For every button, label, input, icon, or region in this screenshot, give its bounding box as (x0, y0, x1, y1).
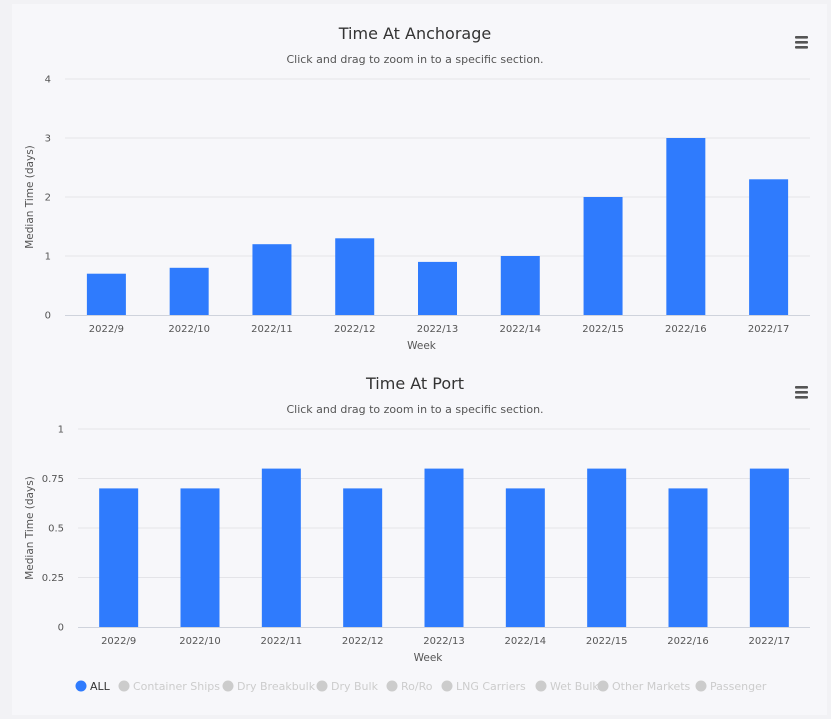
chart1-xtick-label: 2022/17 (748, 324, 790, 335)
chart2-ytick-label: 0.25 (42, 573, 64, 584)
legend-item-dry-bulk[interactable]: Dry Bulk (331, 680, 379, 693)
legend-marker-dry-breakbulk[interactable] (222, 680, 234, 692)
legend-item-other-markets[interactable]: Other Markets (612, 680, 691, 693)
menu-line (795, 396, 808, 399)
chart2-bar[interactable] (261, 468, 301, 627)
chart2-ytick-label: 0.75 (42, 474, 64, 485)
chart2-bar[interactable] (749, 468, 789, 627)
chart1-xtick-label: 2022/16 (665, 324, 707, 335)
chart2-xtick-label: 2022/14 (505, 636, 547, 647)
chart1-bar[interactable] (86, 273, 126, 315)
chart1-bar[interactable] (169, 267, 209, 315)
legend-marker-lng-carriers[interactable] (441, 680, 453, 692)
chart2-xtick-label: 2022/12 (342, 636, 384, 647)
chart1-title: Time At Anchorage (338, 24, 491, 43)
legend-item-dry-breakbulk[interactable]: Dry Breakbulk (237, 680, 316, 693)
chart2-xtick-label: 2022/9 (101, 636, 136, 647)
legend-item-container-ships[interactable]: Container Ships (133, 680, 220, 693)
chart1-xtick-label: 2022/12 (334, 324, 376, 335)
chart2-ytick-label: 0.5 (48, 524, 64, 535)
legend-marker-ro-ro[interactable] (386, 680, 398, 692)
chart1-ytick-label: 2 (45, 193, 51, 204)
chart1-bar[interactable] (252, 244, 292, 315)
legend-item-lng-carriers[interactable]: LNG Carriers (456, 680, 526, 693)
chart1-ytick-label: 0 (45, 311, 51, 322)
chart1-xtick-label: 2022/13 (417, 324, 459, 335)
chart2-bar[interactable] (424, 468, 464, 627)
chart1-xtick-label: 2022/11 (251, 324, 293, 335)
legend-marker-other-markets[interactable] (597, 680, 609, 692)
chart1-xtick-label: 2022/10 (168, 324, 210, 335)
chart1-bar[interactable] (666, 138, 706, 315)
chart1-xtick-label: 2022/15 (582, 324, 624, 335)
chart2-bar[interactable] (587, 468, 627, 627)
chart2-xtick-label: 2022/10 (179, 636, 221, 647)
chart2-xtick-label: 2022/17 (749, 636, 791, 647)
chart1-xtick-label: 2022/9 (89, 324, 124, 335)
chart2-y-axis-title: Median Time (days) (24, 476, 36, 580)
menu-line (795, 41, 808, 44)
chart1-ytick-label: 3 (45, 134, 51, 145)
chart2-x-axis-title: Week (414, 652, 444, 664)
chart2-bar[interactable] (99, 488, 139, 627)
legend-marker-passenger[interactable] (695, 680, 707, 692)
chart2-xtick-label: 2022/15 (586, 636, 628, 647)
hamburger-menu-icon[interactable] (795, 386, 808, 399)
menu-line (795, 391, 808, 394)
legend-item-wet-bulk[interactable]: Wet Bulk (550, 680, 599, 693)
chart1-ytick-label: 4 (45, 75, 51, 86)
legend-item-all[interactable]: ALL (90, 680, 111, 693)
chart1-subtitle: Click and drag to zoom in to a specific … (286, 53, 543, 66)
charts-svg: Time At Anchorage Click and drag to zoom … (24, 24, 810, 693)
menu-line (795, 386, 808, 389)
legend-marker-wet-bulk[interactable] (535, 680, 547, 692)
hamburger-menu-icon[interactable] (795, 36, 808, 49)
chart2-subtitle: Click and drag to zoom in to a specific … (286, 403, 543, 416)
legend-marker-all[interactable] (75, 680, 87, 692)
legend-marker-container-ships[interactable] (118, 680, 130, 692)
chart1-y-axis-title: Median Time (days) (24, 145, 36, 249)
chart1-bar[interactable] (500, 256, 540, 315)
chart2-xtick-label: 2022/13 (423, 636, 465, 647)
chart2-xtick-label: 2022/11 (261, 636, 303, 647)
chart1-bar[interactable] (749, 179, 789, 315)
chart2-xtick-label: 2022/16 (667, 636, 709, 647)
chart1-ytick-label: 1 (45, 252, 51, 263)
legend-marker-dry-bulk[interactable] (316, 680, 328, 692)
chart1-bar[interactable] (335, 238, 375, 315)
charts-panel: Time At Anchorage Click and drag to zoom … (12, 4, 827, 715)
chart2-ytick-label: 1 (58, 425, 64, 436)
menu-line (795, 36, 808, 39)
chart2-bar[interactable] (343, 488, 383, 627)
chart2-bar[interactable] (180, 488, 220, 627)
legend-item-passenger[interactable]: Passenger (710, 680, 767, 693)
chart2-ytick-label: 0 (58, 623, 64, 634)
chart1-bar[interactable] (418, 261, 457, 315)
chart2-title: Time At Port (365, 374, 464, 393)
chart1-bar[interactable] (583, 197, 623, 315)
chart2-bar[interactable] (668, 488, 708, 627)
chart1-x-axis-title: Week (407, 340, 437, 352)
chart1-xtick-label: 2022/14 (500, 324, 542, 335)
chart2-bar[interactable] (505, 488, 545, 627)
legend-item-ro-ro[interactable]: Ro/Ro (401, 680, 433, 693)
menu-line (795, 46, 808, 49)
